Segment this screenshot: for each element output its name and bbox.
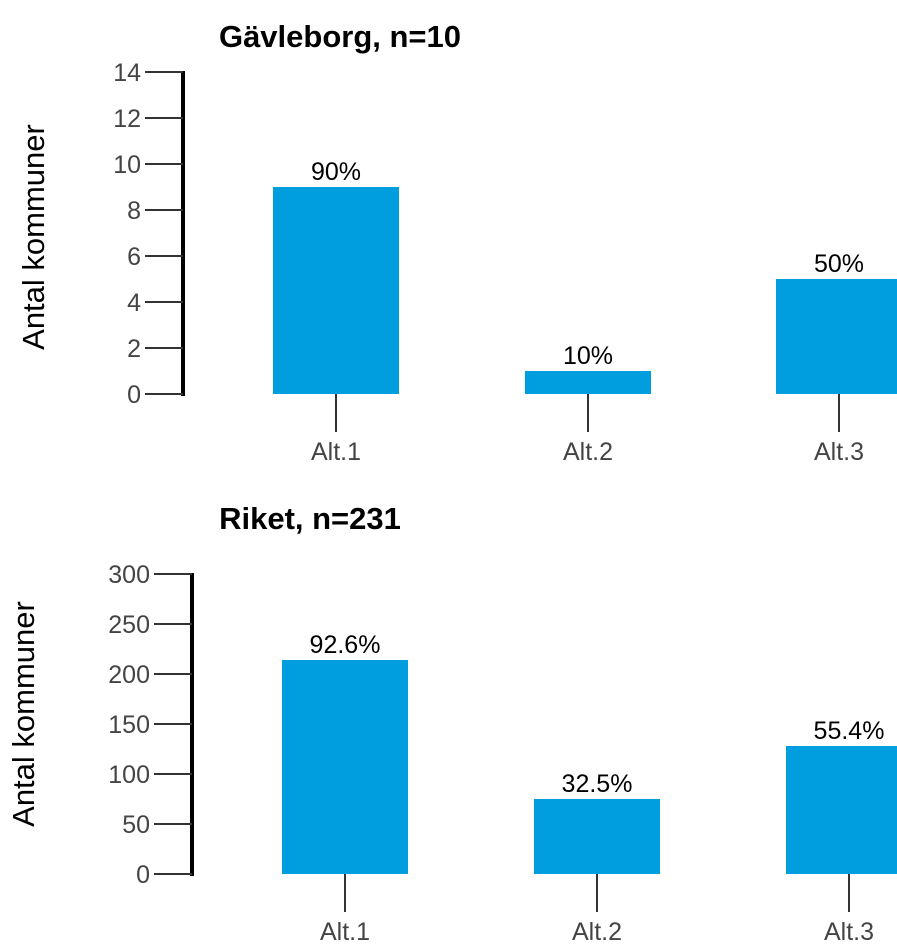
bar — [786, 746, 897, 874]
x-tick-label: Alt.3 — [814, 438, 864, 466]
y-tick-label: 6 — [127, 243, 141, 271]
y-tick-label: 50 — [122, 811, 150, 839]
chart-title: Gävleborg, n=10 — [219, 19, 461, 54]
data-label: 10% — [563, 342, 613, 370]
bar — [534, 799, 660, 874]
data-label: 92.6% — [310, 631, 381, 659]
data-label: 50% — [814, 250, 864, 278]
y-tick-label: 200 — [108, 661, 150, 689]
y-tick-label: 0 — [127, 381, 141, 409]
y-tick-label: 14 — [113, 59, 141, 87]
data-label: 55.4% — [814, 717, 885, 745]
data-label: 32.5% — [562, 770, 633, 798]
x-tick-label: Alt.3 — [824, 918, 874, 945]
y-tick-label: 2 — [127, 335, 141, 363]
chart-title: Riket, n=231 — [219, 501, 401, 536]
y-tick-label: 250 — [108, 611, 150, 639]
bar — [525, 371, 651, 394]
chart-riket: Riket, n=231 Antal kommuner 0 50 100 150 200… — [6, 501, 897, 945]
data-label: 90% — [311, 158, 361, 186]
y-tick-label: 4 — [127, 289, 141, 317]
y-tick-label: 300 — [108, 561, 150, 589]
x-tick-label: Alt.1 — [311, 438, 361, 466]
y-tick-label: 0 — [136, 861, 150, 889]
y-axis-label: Antal kommuner — [16, 124, 51, 350]
y-tick-label: 150 — [108, 711, 150, 739]
bar — [273, 187, 399, 394]
x-tick-label: Alt.1 — [320, 918, 370, 945]
chart-gavleborg: Gävleborg, n=10 Antal kommuner 0 2 4 6 8 10 12… — [16, 19, 897, 466]
y-tick-label: 8 — [127, 197, 141, 225]
chart-body: 0 50 100 150 200 250 300 92.6% Alt.1 32.5% Alt.2 55… — [108, 561, 897, 945]
y-axis-label: Antal kommuner — [6, 601, 41, 827]
x-tick-label: Alt.2 — [572, 918, 622, 945]
y-tick-label: 10 — [113, 151, 141, 179]
y-tick-label: 12 — [113, 105, 141, 133]
bar — [282, 660, 408, 874]
bar — [776, 279, 897, 394]
x-tick-label: Alt.2 — [563, 438, 613, 466]
y-tick-label: 100 — [108, 761, 150, 789]
chart-body: 0 2 4 6 8 10 12 14 90% Alt.1 10% Alt.2 50% Alt.3 — [113, 59, 897, 466]
